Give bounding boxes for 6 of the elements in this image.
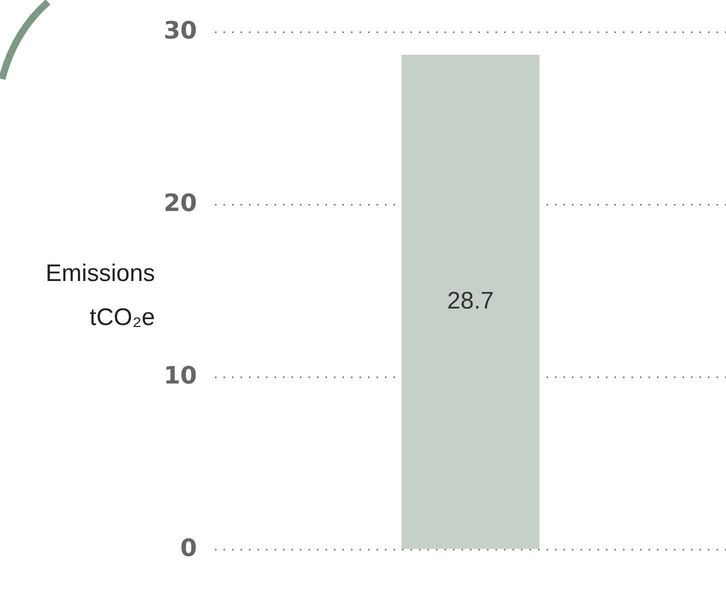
data-label: 28.7 [447, 287, 494, 314]
y-tick-label: 20 [164, 189, 197, 218]
y-tick-label: 30 [164, 16, 197, 45]
y-tick-label: 0 [180, 534, 197, 562]
y-tick-label: 10 [164, 361, 197, 390]
y-axis-title: Emissions tCO₂e [46, 259, 155, 333]
